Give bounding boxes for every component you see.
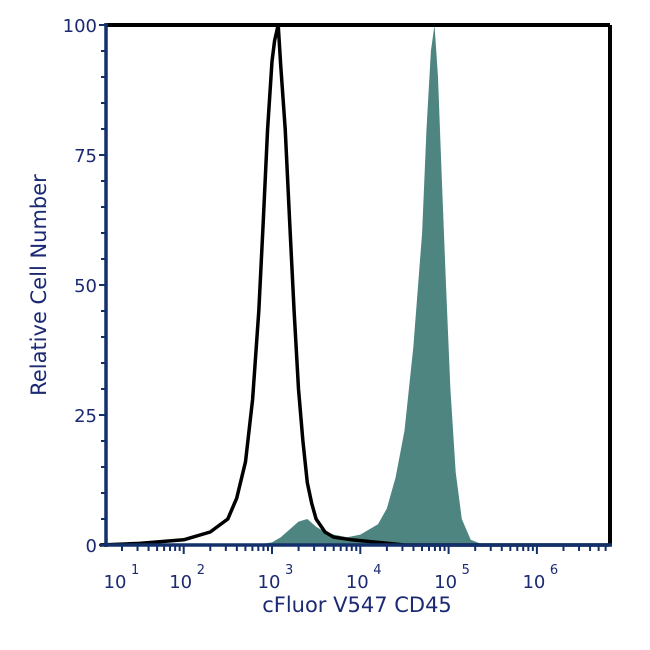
axis-ticks: 0 25 50 75 100 10 1 10 2 10 3 10 4 10 5 10 6 — [63, 16, 607, 593]
x-tick-label-exponent: 4 — [373, 563, 381, 578]
y-tick-label: 100 — [63, 16, 97, 37]
x-tick-label-exponent: 6 — [550, 563, 558, 578]
y-axis-title: Relative Cell Number — [27, 174, 51, 396]
y-tick-label: 50 — [74, 276, 97, 297]
x-tick-label-base: 10 — [104, 572, 127, 593]
x-tick-label-base: 10 — [258, 572, 281, 593]
x-tick-label-exponent: 3 — [285, 563, 293, 578]
series-line-histogram — [99, 23, 610, 547]
x-axis-title: cFluor V547 CD45 — [262, 593, 452, 617]
y-tick-label: 25 — [74, 406, 97, 427]
x-tick-label-exponent: 5 — [462, 563, 470, 578]
series-filled-histogram — [99, 25, 610, 545]
y-tick-label: 0 — [86, 536, 97, 557]
x-tick-label-base: 10 — [346, 572, 369, 593]
y-tick-label: 75 — [74, 146, 97, 167]
x-tick-label-exponent: 1 — [131, 563, 139, 578]
x-tick-label-base: 10 — [522, 572, 545, 593]
x-tick-label-base: 10 — [169, 572, 192, 593]
x-tick-label-base: 10 — [434, 572, 457, 593]
series-layer — [99, 23, 610, 547]
x-tick-label-exponent: 2 — [197, 563, 205, 578]
plot-frame — [104, 23, 612, 547]
